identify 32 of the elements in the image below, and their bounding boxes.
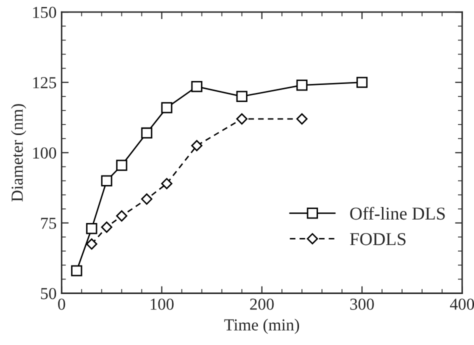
y-tick-label: 125	[33, 77, 56, 88]
point	[86, 223, 98, 234]
x-tick-label: 400	[450, 298, 474, 310]
y-tick-label: 75	[41, 218, 56, 229]
point	[236, 90, 248, 102]
legend-label: FODLS	[350, 233, 406, 246]
y-axis-title: Diameter (nm)	[11, 104, 26, 202]
point	[161, 102, 172, 114]
x-axis-title: Time (min)	[224, 318, 300, 334]
x-tick-label: 100	[150, 298, 174, 310]
y-tick-label: 50	[41, 288, 56, 300]
point	[191, 140, 202, 152]
point	[296, 113, 308, 125]
point	[86, 238, 98, 250]
point	[356, 76, 368, 88]
point	[141, 127, 152, 139]
legend-label: Off-line DLS	[350, 206, 445, 220]
point	[116, 160, 128, 171]
x-tick-label: 300	[350, 298, 374, 310]
point	[116, 210, 128, 222]
point	[161, 178, 172, 190]
x-tick-label: 200	[250, 298, 274, 310]
point	[141, 193, 152, 205]
point	[236, 113, 248, 125]
point	[296, 80, 308, 91]
point	[101, 222, 112, 233]
y-tick-label: 150	[33, 6, 56, 18]
point	[191, 81, 202, 92]
x-tick-label: 0	[58, 298, 66, 310]
point	[71, 265, 82, 276]
y-tick-label: 100	[33, 147, 56, 159]
point	[101, 175, 112, 186]
